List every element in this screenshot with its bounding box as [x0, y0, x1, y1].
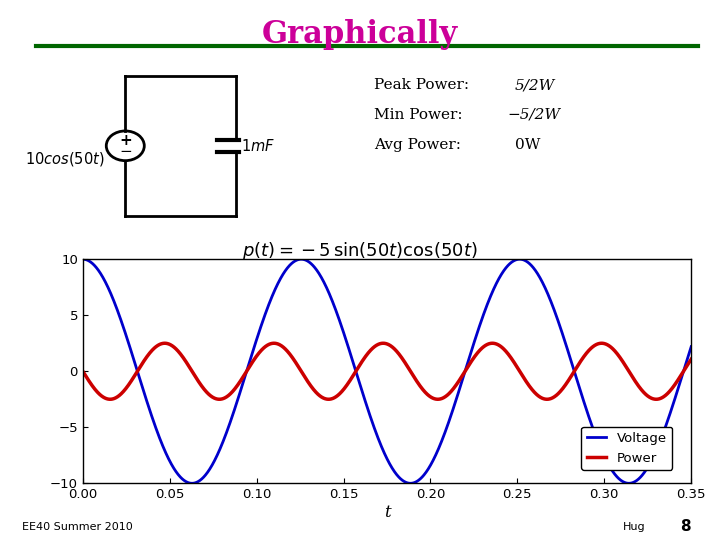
- Text: $1mF$: $1mF$: [241, 138, 275, 154]
- Text: −5/2W: −5/2W: [508, 108, 561, 122]
- Power: [670, 382, 678, 389]
- Line: Voltage: Voltage: [83, 259, 691, 483]
- Text: Avg Power:: Avg Power:: [374, 138, 462, 152]
- Text: EE40 Summer 2010: EE40 Summer 2010: [22, 522, 132, 532]
- Voltage: [188, 480, 197, 487]
- Text: $10cos(50t)$: $10cos(50t)$: [25, 150, 104, 168]
- Legend: Voltage, Power: Voltage, Power: [582, 427, 672, 470]
- Power: [374, 341, 383, 347]
- Text: +: +: [119, 133, 132, 148]
- Power: [652, 396, 660, 402]
- Text: 0W: 0W: [515, 138, 540, 152]
- Power: [269, 340, 278, 347]
- Voltage: [374, 437, 383, 443]
- Power: [558, 386, 567, 393]
- Text: $p(t) = -5\,\sin(50t)\cos(50t)$: $p(t) = -5\,\sin(50t)\cos(50t)$: [242, 240, 478, 262]
- Text: 5/2W: 5/2W: [515, 78, 555, 92]
- Text: −: −: [119, 144, 132, 159]
- X-axis label: t: t: [384, 504, 390, 521]
- Voltage: [558, 330, 567, 336]
- Power: [687, 356, 696, 362]
- Text: Hug: Hug: [623, 522, 645, 532]
- Voltage: [687, 343, 696, 350]
- Text: Peak Power:: Peak Power:: [374, 78, 469, 92]
- Voltage: [78, 256, 87, 262]
- Voltage: [359, 390, 367, 397]
- Power: [359, 357, 367, 363]
- Text: Min Power:: Min Power:: [374, 108, 463, 122]
- Power: [670, 383, 678, 389]
- Power: [78, 368, 87, 375]
- Voltage: [109, 298, 118, 304]
- Voltage: [670, 399, 678, 405]
- Voltage: [669, 400, 678, 406]
- Power: [109, 395, 118, 402]
- Text: 8: 8: [680, 518, 691, 534]
- Text: Graphically: Graphically: [262, 19, 458, 50]
- Line: Power: Power: [83, 343, 691, 399]
